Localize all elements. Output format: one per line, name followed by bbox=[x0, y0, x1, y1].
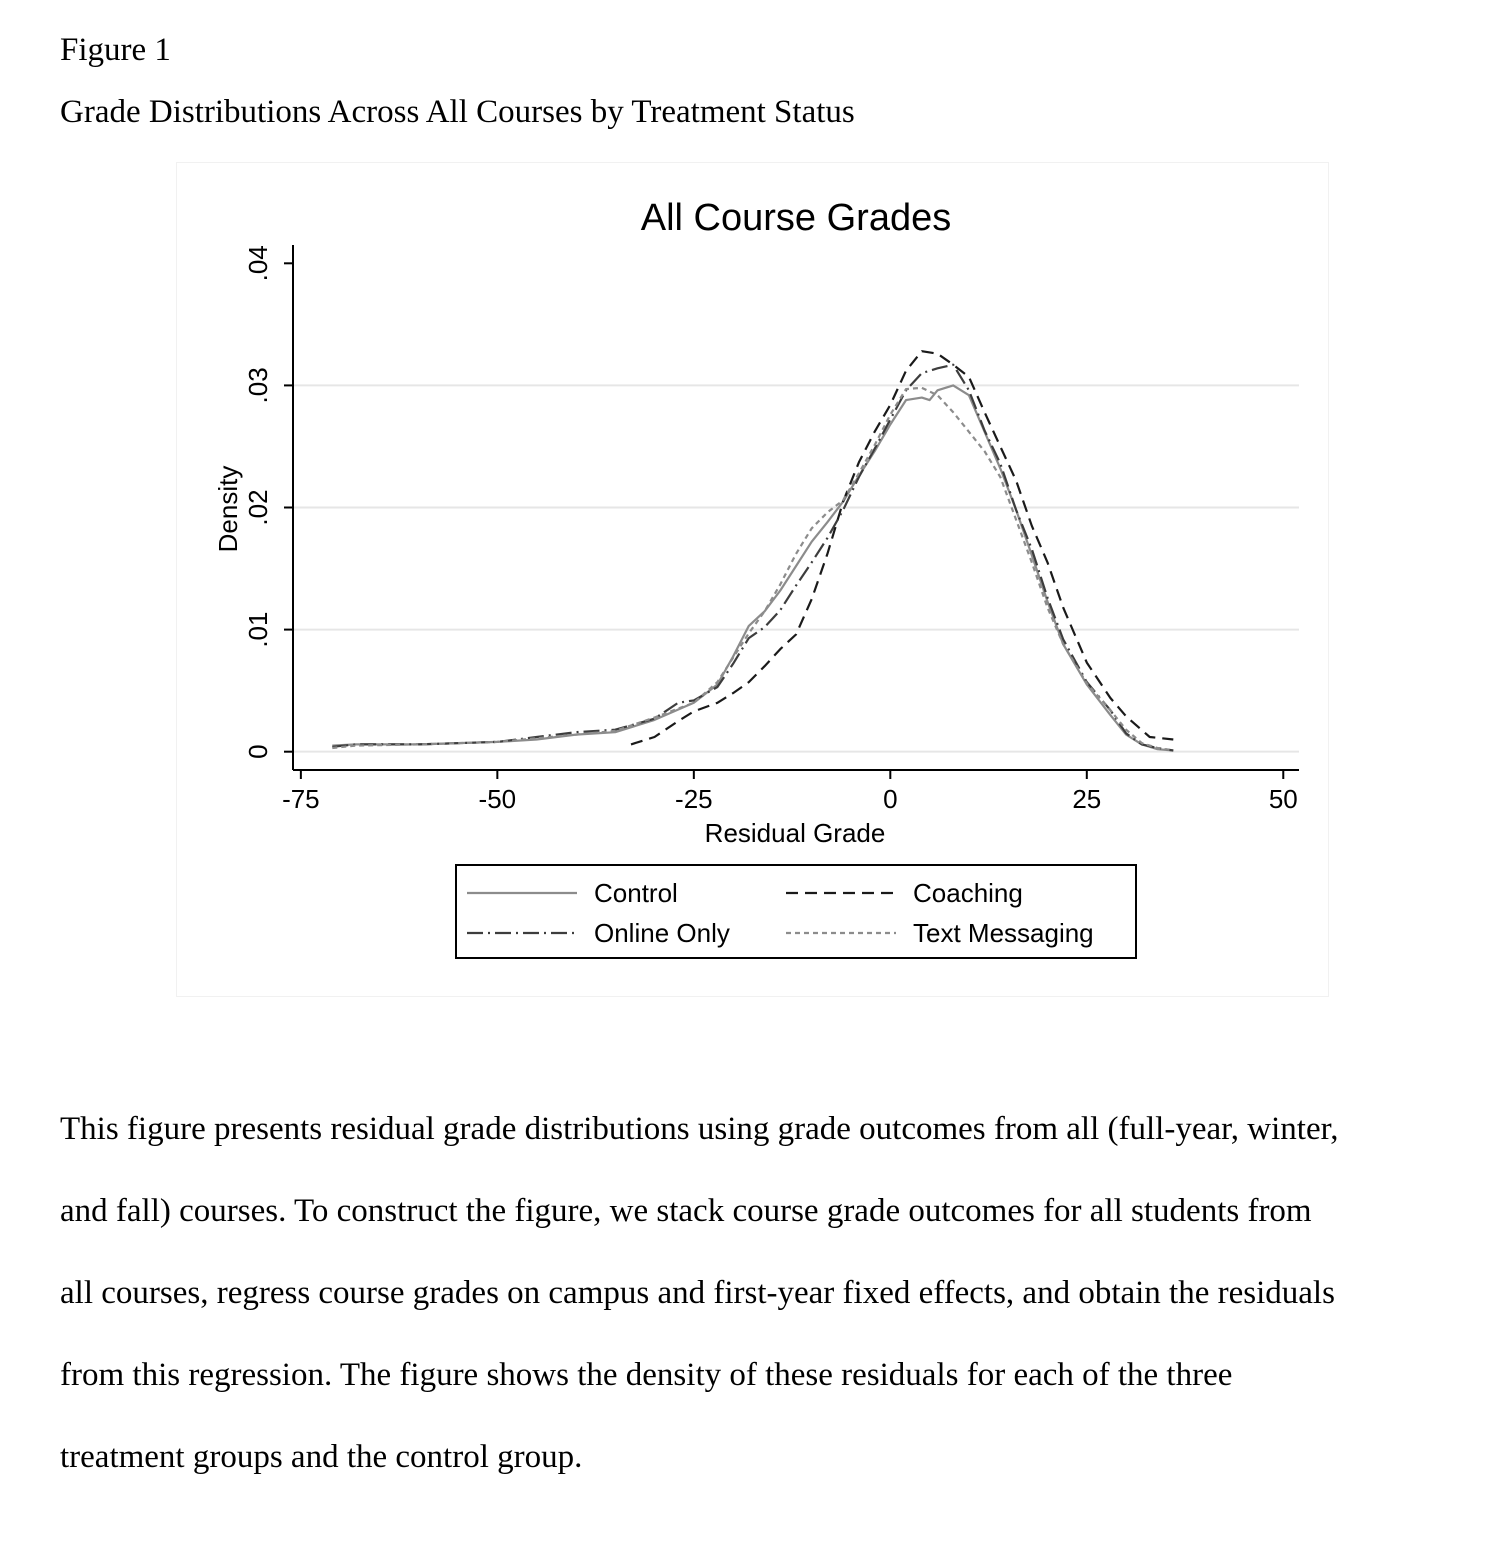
x-tick-label: -50 bbox=[479, 784, 517, 814]
series-line-text-messaging bbox=[332, 386, 1174, 752]
legend-box bbox=[455, 864, 1137, 959]
chart-panel: All Course Grades 0 .01 .02 .03 .04 -75 -50 -25… bbox=[176, 162, 1329, 997]
caption-line: from this regression. The figure shows t… bbox=[60, 1357, 1233, 1393]
gridlines bbox=[293, 384, 1299, 753]
y-tick-label: .01 bbox=[243, 612, 273, 648]
series-line-control bbox=[332, 384, 1174, 752]
x-tick-label: -75 bbox=[282, 784, 320, 814]
figure-caption: This figure presents residual grade dist… bbox=[60, 1088, 1450, 1498]
series-line-online-only bbox=[332, 363, 1174, 752]
legend-label-online-only: Online Only bbox=[594, 918, 730, 948]
y-axis-label: Density bbox=[213, 466, 243, 553]
series-line-coaching bbox=[630, 350, 1174, 746]
caption-line: This figure presents residual grade dist… bbox=[60, 1111, 1339, 1147]
figure-label: Figure 1 bbox=[60, 32, 171, 68]
caption-line: and fall) courses. To construct the figu… bbox=[60, 1193, 1312, 1229]
x-tick-label: 50 bbox=[1269, 784, 1298, 814]
y-tick-label: 0 bbox=[243, 744, 273, 758]
y-tick-label: .04 bbox=[243, 245, 273, 281]
legend-label-coaching: Coaching bbox=[913, 878, 1023, 908]
caption-line: all courses, regress course grades on ca… bbox=[60, 1275, 1335, 1311]
y-tick-label: .02 bbox=[243, 489, 273, 525]
series-lines bbox=[332, 350, 1174, 752]
y-tick-label: .03 bbox=[243, 367, 273, 403]
legend-label-control: Control bbox=[594, 878, 678, 908]
x-tick-label: 0 bbox=[883, 784, 897, 814]
x-tick-label: 25 bbox=[1072, 784, 1101, 814]
caption-line: treatment groups and the control group. bbox=[60, 1439, 583, 1475]
chart-title: All Course Grades bbox=[641, 197, 951, 239]
x-axis-label: Residual Grade bbox=[705, 818, 886, 848]
figure-title: Grade Distributions Across All Courses b… bbox=[60, 94, 855, 130]
legend: Control Coaching Online Only Text Messaging bbox=[455, 864, 1137, 959]
x-tick-label: -25 bbox=[675, 784, 713, 814]
legend-label-text-messaging: Text Messaging bbox=[913, 918, 1094, 948]
axes: 0 .01 .02 .03 .04 -75 -50 -25 0 25 50 bbox=[243, 245, 1299, 814]
density-chart: All Course Grades 0 .01 .02 .03 .04 -75 -50 -25… bbox=[213, 197, 1299, 959]
